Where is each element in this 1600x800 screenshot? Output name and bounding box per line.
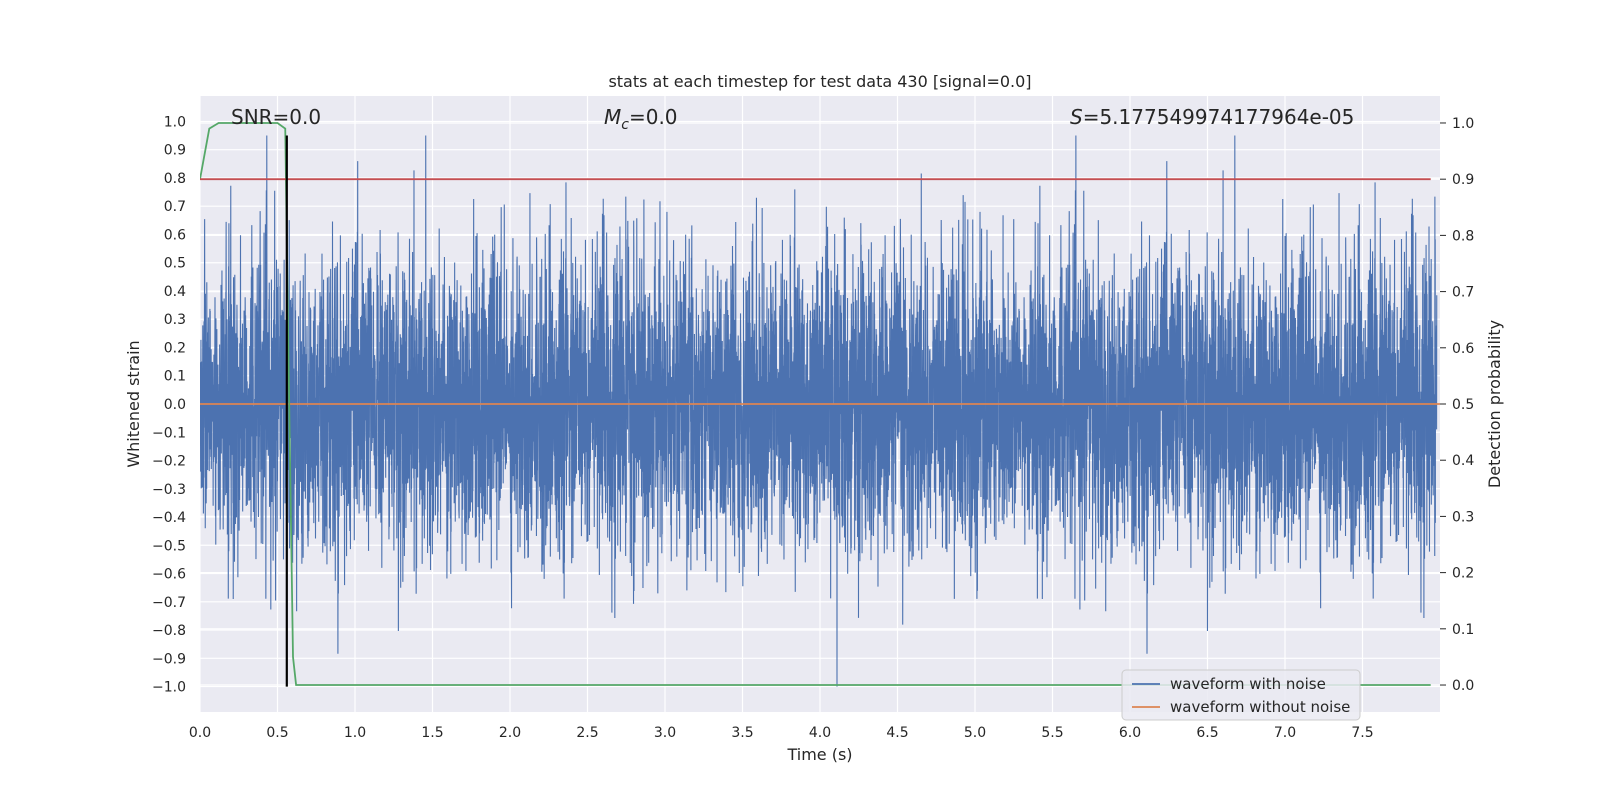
y2-tick-label: 0.6 [1452, 341, 1474, 357]
y2-tick-label: 1.0 [1452, 116, 1474, 132]
y-tick-label: −0.9 [152, 651, 186, 667]
x-tick-label: 2.0 [499, 725, 521, 741]
y2-tick-label: 0.9 [1452, 172, 1474, 188]
y2-tick-label: 0.4 [1452, 453, 1474, 469]
s-symbol: S [1070, 105, 1083, 129]
y-tick-label: 0.2 [164, 340, 186, 356]
y-tick-label: −1.0 [152, 680, 186, 696]
y2-tick-label: 0.2 [1452, 566, 1474, 582]
y-tick-label: 0.3 [164, 312, 186, 328]
y-axis-left: 1.0 0.9 0.8 0.7 0.6 0.5 0.4 0.3 0.2 0.1 0.0 −0.1 −0.… [152, 114, 186, 695]
x-tick-label: 3.5 [731, 725, 753, 741]
x-axis-label: Time (s) [786, 745, 852, 764]
x-tick-label: 4.5 [886, 725, 908, 741]
legend: waveform with noise waveform without noi… [1121, 669, 1361, 721]
x-tick-label: 1.0 [344, 725, 366, 741]
y-tick-label: 0.5 [164, 256, 186, 272]
y-tick-label: 0.4 [164, 284, 186, 300]
y2-tick-label: 0.5 [1452, 397, 1474, 413]
detection-probability-line [200, 122, 1431, 686]
y-tick-label: −0.8 [152, 623, 186, 639]
y2-tick-label: 0.8 [1452, 228, 1474, 244]
y-tick-label: 0.8 [164, 171, 186, 187]
y-axis-right: 1.0 0.9 0.8 0.7 0.6 0.5 0.4 0.3 0.2 0.1 0.0 [1440, 116, 1474, 694]
y2-tick-label: 0.0 [1452, 678, 1474, 694]
x-tick-label: 7.5 [1351, 725, 1373, 741]
y-tick-label: 0.6 [164, 227, 186, 243]
y-tick-label: −0.2 [152, 454, 186, 470]
y-axis-label: Whitened strain [124, 340, 143, 467]
x-tick-label: 6.5 [1196, 725, 1218, 741]
waveform-with-noise-line [200, 135, 1438, 687]
y2-axis-label: Detection probability [1485, 320, 1504, 488]
legend-box [1121, 669, 1361, 721]
chirp-mass-annotation: Mc=0.0 [604, 105, 678, 133]
chirp-mass-subscript: c [621, 117, 629, 133]
chirp-mass-symbol: M [604, 105, 621, 129]
y-tick-label: 0.1 [164, 369, 186, 385]
y2-tick-label: 0.3 [1452, 509, 1474, 525]
legend-label-clean: waveform without noise [1170, 698, 1350, 716]
overlay-series [200, 122, 1440, 687]
y-tick-label: −0.1 [152, 425, 186, 441]
chart-title: stats at each timestep for test data 430… [608, 72, 1031, 91]
x-tick-label: 7.0 [1274, 725, 1296, 741]
y-tick-label: −0.4 [152, 510, 186, 526]
s-annotation: S=5.177549974177964e-05 [1070, 105, 1354, 129]
x-tick-label: 4.0 [809, 725, 831, 741]
x-tick-label: 6.0 [1119, 725, 1141, 741]
x-tick-label: 5.5 [1041, 725, 1063, 741]
x-tick-label: 3.0 [654, 725, 676, 741]
y-tick-label: 0.0 [164, 397, 186, 413]
y-tick-label: 0.7 [164, 199, 186, 215]
x-tick-label: 2.5 [576, 725, 598, 741]
y2-tick-label: 0.7 [1452, 285, 1474, 301]
y-tick-label: −0.6 [152, 567, 186, 583]
x-tick-label: 1.5 [421, 725, 443, 741]
y-tick-label: 0.9 [164, 143, 186, 159]
y-tick-label: −0.3 [152, 482, 186, 498]
s-value: =5.177549974177964e-05 [1083, 105, 1355, 129]
y2-tick-label: 0.1 [1452, 622, 1474, 638]
y-tick-label: 1.0 [164, 114, 186, 130]
waveform-with-noise-series [200, 135, 1438, 687]
y-tick-label: −0.5 [152, 538, 186, 554]
x-tick-label: 0.5 [266, 725, 288, 741]
x-axis: 0.0 0.5 1.0 1.5 2.0 2.5 3.0 3.5 4.0 4.5 5.0 5.5 6.0 6… [189, 725, 1374, 741]
snr-annotation: SNR=0.0 [231, 105, 321, 129]
chirp-mass-value: =0.0 [629, 105, 678, 129]
x-tick-label: 0.0 [189, 725, 211, 741]
y-tick-label: −0.7 [152, 595, 186, 611]
legend-label-noise: waveform with noise [1170, 675, 1326, 693]
x-tick-label: 5.0 [964, 725, 986, 741]
